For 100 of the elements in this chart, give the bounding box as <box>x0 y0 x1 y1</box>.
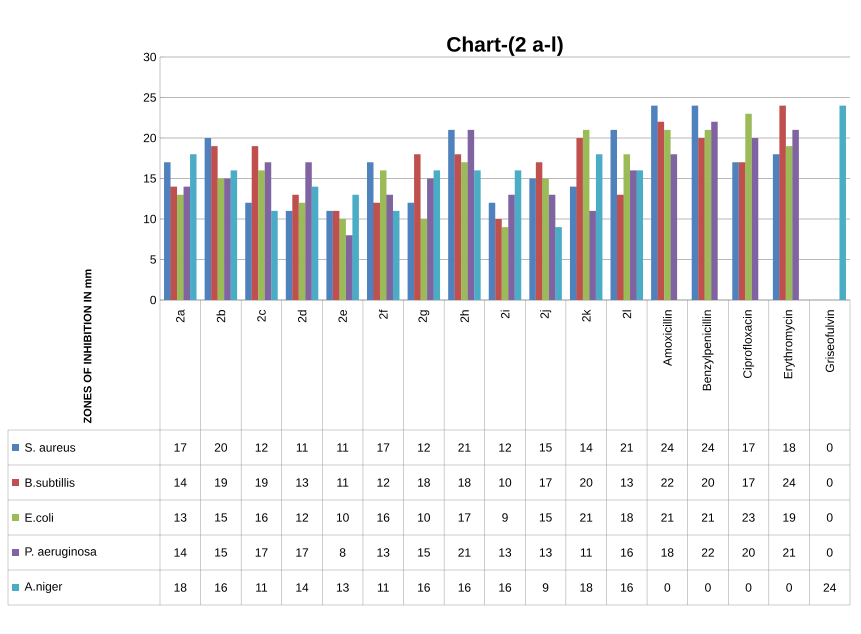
bar <box>346 235 352 300</box>
bar <box>427 178 434 300</box>
bar <box>495 219 502 300</box>
data-label: 11 <box>337 478 348 487</box>
bar <box>582 130 590 300</box>
bar <box>224 178 231 300</box>
bar <box>502 227 508 300</box>
bar <box>448 130 455 300</box>
data-label: 10 <box>336 513 349 522</box>
data-label: 14 <box>174 548 187 557</box>
data-label: 13 <box>377 548 390 557</box>
x-tick-label: 2h <box>460 310 469 322</box>
data-label: 24 <box>824 583 836 592</box>
bar <box>380 170 386 300</box>
bar <box>298 202 306 300</box>
data-label: 17 <box>742 443 755 452</box>
data-label: 21 <box>702 513 714 522</box>
data-label: 10 <box>418 513 430 522</box>
data-label: 14 <box>296 583 308 592</box>
data-label: 17 <box>458 513 470 522</box>
bar <box>514 170 522 300</box>
bar <box>664 130 671 300</box>
data-label: 24 <box>661 443 674 452</box>
data-label: 19 <box>783 513 796 522</box>
bar <box>461 162 468 300</box>
bar <box>610 130 618 300</box>
bar <box>190 154 197 300</box>
bar <box>738 162 746 300</box>
bar <box>373 202 380 300</box>
data-label: 0 <box>826 443 833 452</box>
bar <box>548 194 556 300</box>
data-label: 18 <box>783 443 796 452</box>
legend-label: A.niger <box>24 582 62 594</box>
bar <box>692 106 698 300</box>
bar <box>589 210 596 300</box>
bar <box>636 170 644 300</box>
data-label: 0 <box>786 583 792 592</box>
bar <box>271 210 278 300</box>
data-label: 18 <box>458 478 471 487</box>
data-label: 14 <box>174 478 187 487</box>
data-label: 17 <box>742 478 755 487</box>
bar <box>204 138 212 300</box>
y-tick-label: 15 <box>144 174 156 183</box>
bar <box>339 219 346 300</box>
data-label: 11 <box>337 443 348 452</box>
legend-label: E.coli <box>26 513 53 522</box>
bar <box>698 138 705 300</box>
data-label: 17 <box>256 548 268 557</box>
bar <box>732 162 739 300</box>
x-tick-label: Ciprofloxacin <box>742 310 754 378</box>
data-label: 20 <box>742 548 755 557</box>
data-label: 0 <box>826 548 833 557</box>
data-label: 12 <box>256 443 268 452</box>
data-label: 13 <box>296 478 308 487</box>
bar <box>624 154 630 300</box>
data-label: 13 <box>174 513 186 522</box>
data-label: 17 <box>174 443 186 452</box>
bar <box>670 154 678 300</box>
bar <box>414 154 421 300</box>
data-label: 12 <box>296 513 308 522</box>
data-label: 0 <box>664 583 670 592</box>
x-tick-label: 2b <box>216 310 226 322</box>
data-label: 20 <box>214 443 228 452</box>
data-label: 12 <box>499 443 512 452</box>
bar <box>752 138 758 300</box>
data-label: 19 <box>215 478 227 487</box>
bar <box>576 138 583 300</box>
data-label: 8 <box>340 548 346 557</box>
x-tick-label: Benzylpenicillin <box>702 310 714 390</box>
bar <box>258 170 265 300</box>
data-label: 12 <box>377 478 390 487</box>
bar <box>386 194 393 300</box>
data-label: 21 <box>458 443 470 452</box>
bar <box>555 227 562 300</box>
data-label: 15 <box>215 513 228 522</box>
bar <box>704 130 712 300</box>
bar <box>839 106 846 300</box>
bar <box>658 122 664 300</box>
data-label: 13 <box>621 478 633 487</box>
data-label: 19 <box>256 478 268 487</box>
bar <box>312 186 318 300</box>
x-tick-label: Erythromycin <box>784 310 795 378</box>
x-tick-label: Amoxicillin <box>662 310 672 366</box>
data-label: 13 <box>336 583 349 592</box>
data-label: 21 <box>580 513 592 522</box>
data-label: 18 <box>174 583 186 592</box>
data-label: 11 <box>580 548 592 557</box>
bar <box>184 186 190 300</box>
data-label: 17 <box>377 443 390 452</box>
bar <box>164 162 171 300</box>
x-tick-label: 2i <box>500 310 510 318</box>
data-label: 10 <box>499 478 512 487</box>
bar <box>252 146 258 300</box>
bar <box>786 146 792 300</box>
data-label: 11 <box>378 583 389 592</box>
data-label: 22 <box>661 478 674 487</box>
data-label: 9 <box>502 513 508 522</box>
data-label: 16 <box>377 513 390 522</box>
bar <box>779 106 786 300</box>
data-label: 14 <box>580 443 592 452</box>
